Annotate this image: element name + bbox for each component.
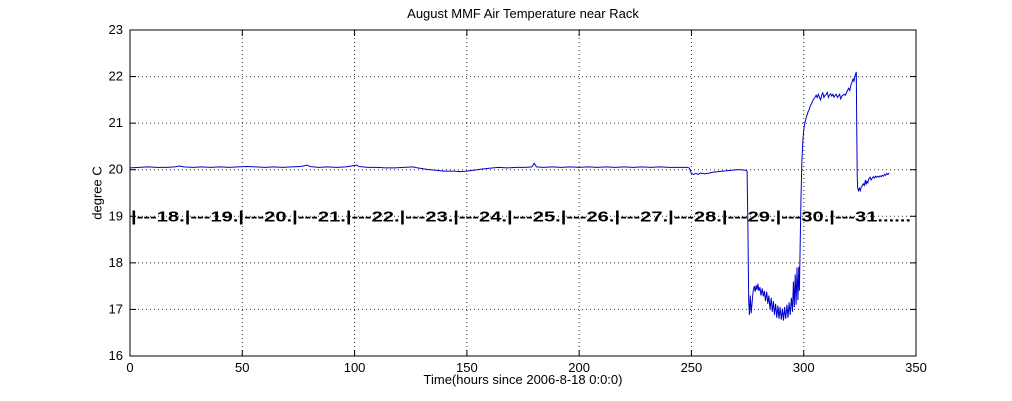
x-axis-label: Time(hours since 2006-8-18 0:0:0)	[423, 372, 623, 387]
y-tick-label: 22	[109, 69, 123, 84]
x-tick-label: 350	[905, 360, 927, 375]
day-markers-annotation: |---18.|---19.|---20.|---21.|---22.|---2…	[131, 208, 911, 225]
y-tick-label: 19	[109, 208, 123, 223]
x-tick-label: 0	[126, 360, 133, 375]
x-tick-label: 300	[793, 360, 815, 375]
x-tick-label: 250	[681, 360, 703, 375]
y-tick-label: 18	[109, 255, 123, 270]
y-tick-label: 20	[109, 162, 123, 177]
y-tick-label: 17	[109, 301, 123, 316]
x-tick-label: 200	[568, 360, 590, 375]
temperature-line	[129, 71, 890, 321]
y-tick-label: 21	[109, 115, 123, 130]
axes-box	[129, 29, 917, 357]
x-tick-label: 100	[344, 360, 366, 375]
y-tick-label: 23	[109, 22, 123, 37]
grid-lines	[130, 30, 916, 356]
tick-labels: 0 50 100 150 200 250 300 350 16 17 18 19 20 21 22 23	[109, 22, 927, 375]
x-tick-label: 50	[235, 360, 249, 375]
chart-title: August MMF Air Temperature near Rack	[407, 6, 639, 21]
axis-ticks	[129, 29, 917, 357]
x-tick-label: 150	[456, 360, 478, 375]
y-tick-label: 16	[109, 348, 123, 363]
